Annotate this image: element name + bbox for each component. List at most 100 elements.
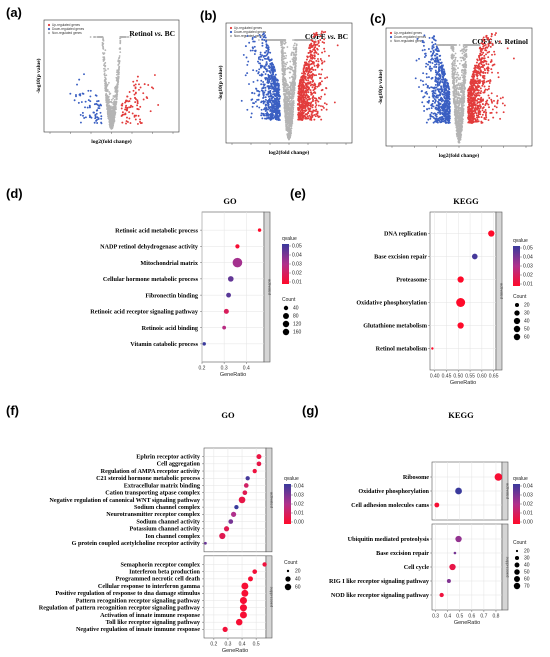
data-point [464,75,467,78]
data-point [298,100,301,103]
data-point [462,50,465,53]
data-point [262,86,265,89]
legend-entry: Up-regulated genes [394,31,422,35]
data-point [79,93,82,96]
data-point [116,93,118,95]
data-point [298,115,301,118]
data-point [308,114,311,117]
x-axis-label: log2(fold change) [91,138,132,145]
data-point [308,39,310,41]
data-point [266,99,269,102]
data-point [288,137,291,140]
data-point [251,36,254,39]
data-point [294,74,297,77]
data-point [452,80,455,83]
data-point [304,113,307,116]
data-point [308,64,311,67]
data-point [463,99,465,102]
data-point [98,107,101,110]
data-point [457,92,460,95]
data-point [456,84,459,87]
data-point [283,98,285,101]
data-point [293,44,295,47]
data-point [441,44,444,46]
panel-label: (c) [370,11,386,26]
data-point [271,71,274,74]
data-point [311,111,314,114]
data-point [459,82,462,85]
data-point [284,68,287,71]
data-point [126,121,129,123]
data-point [455,101,458,104]
data-point [316,110,319,113]
data-point [451,67,453,70]
data-point [293,82,296,85]
data-point [265,70,268,73]
data-point [275,103,278,106]
data-point [265,93,268,96]
data-point [108,104,111,107]
data-point [299,90,302,93]
data-point [292,61,295,64]
data-point [286,130,289,133]
data-point [115,98,118,100]
legend-entry: Down-regulated genes [52,27,84,31]
data-point [252,69,255,72]
data-point [306,85,309,88]
data-point [153,74,156,76]
data-point [294,66,296,69]
data-point [109,125,111,127]
data-point [472,44,475,46]
data-point [296,39,299,41]
data-point [313,64,316,67]
data-point [113,104,116,107]
data-point [459,88,462,90]
data-point [78,78,81,81]
data-point [268,95,271,98]
data-point [82,114,84,117]
data-point [111,107,114,110]
data-point [123,36,126,38]
data-point [457,67,459,69]
data-point [459,56,462,59]
data-point [262,112,265,115]
data-point [460,49,463,52]
data-point [300,76,303,79]
data-point [294,72,297,75]
data-point [271,76,274,79]
data-point [112,121,115,124]
data-point [271,112,274,115]
data-point [104,65,106,68]
data-point [125,100,128,103]
data-point [313,35,316,38]
data-point [286,96,289,98]
data-point [288,101,291,104]
data-point [262,94,265,97]
data-point [278,39,280,41]
legend-entry: Down-regulated genes [394,35,426,39]
data-point [457,74,460,76]
data-point [246,72,249,75]
data-point [307,52,310,54]
data-point [289,67,291,70]
data-point [258,39,260,41]
data-point [281,48,284,51]
data-point [262,81,265,83]
data-point [292,63,295,66]
data-point [281,40,284,43]
data-point [311,54,314,57]
data-point [309,97,311,100]
data-point [287,111,290,114]
data-point [142,98,145,101]
data-point [286,106,289,108]
data-point [293,69,296,72]
legend-entry: Up-regulated genes [234,26,262,30]
data-point [321,105,324,108]
data-point [263,100,266,103]
data-point [259,65,262,68]
data-point [302,101,305,104]
data-point [250,116,252,119]
data-point [125,122,127,125]
data-point [463,46,466,49]
